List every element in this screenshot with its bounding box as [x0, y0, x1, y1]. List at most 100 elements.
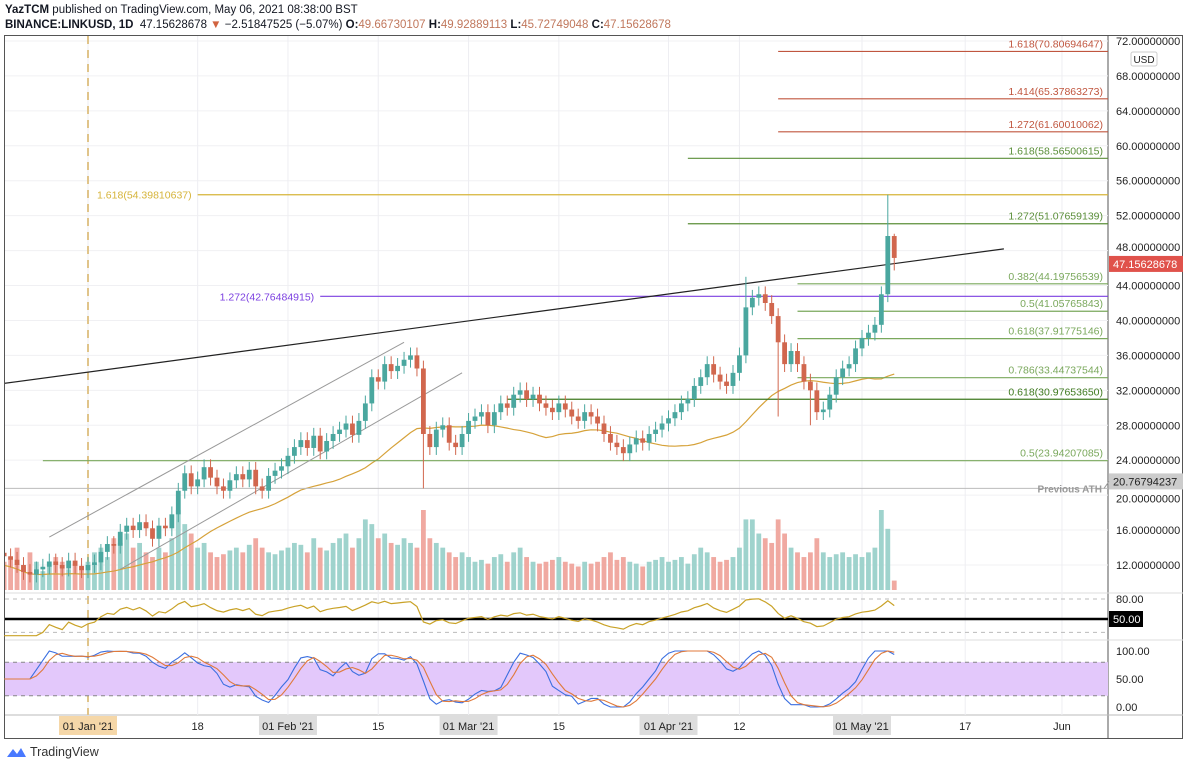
candle-body — [833, 377, 839, 395]
candle-body — [601, 423, 607, 434]
high-label: H: — [428, 19, 441, 31]
candle-body — [885, 236, 891, 295]
volume-bar — [524, 557, 529, 590]
candle-body — [498, 403, 504, 413]
volume-bar — [672, 559, 678, 590]
candle-body — [556, 403, 562, 413]
candle-body — [169, 514, 175, 529]
volume-bar — [79, 566, 84, 590]
price-tick-label: 44.00000000 — [1116, 281, 1180, 293]
time-tick-label: 12 — [733, 721, 745, 733]
volume-bar — [517, 547, 523, 590]
candle-body — [588, 412, 594, 417]
candle-body — [433, 429, 439, 448]
volume-bar — [72, 563, 78, 590]
volume-bar — [285, 547, 291, 590]
candle-body — [562, 403, 568, 410]
candle-body — [330, 433, 336, 441]
volume-bar — [362, 519, 368, 590]
volume-bar — [711, 557, 717, 590]
volume-bar — [266, 552, 271, 590]
candle-body — [311, 435, 317, 448]
volume-bar — [137, 542, 142, 590]
price-tick-label: 36.00000000 — [1116, 350, 1180, 362]
volume-bar — [311, 538, 317, 590]
candle-body — [814, 390, 820, 413]
tradingview-logo[interactable]: TradingView — [5, 745, 99, 759]
symbol: BINANCE:LINKUSD, 1D — [5, 19, 134, 31]
volume-bar — [253, 538, 259, 590]
candle-body — [266, 475, 271, 491]
candle-body — [659, 423, 665, 430]
volume-bar — [163, 552, 168, 590]
volume-bar — [350, 547, 355, 590]
candle-body — [575, 416, 581, 421]
candle-body — [362, 403, 368, 421]
candle-body — [543, 403, 549, 408]
price-tick-label: 60.00000000 — [1116, 141, 1180, 153]
high-value: 49.92889113 — [440, 19, 508, 31]
candle-body — [472, 416, 478, 421]
fib-level-label: 1.618(54.39810637) — [97, 190, 192, 202]
candle-body — [8, 556, 13, 560]
volume-bar — [691, 554, 697, 590]
candle-body — [414, 355, 420, 369]
previous-ath-label: Previous ATH — [1038, 484, 1102, 495]
volume-bar — [795, 552, 800, 590]
candle-body — [827, 394, 833, 410]
brand-name: TradingView — [30, 745, 99, 759]
candle-body — [427, 433, 433, 448]
low-value: 45.72749048 — [521, 19, 589, 31]
volume-bar — [762, 538, 768, 590]
candle-body — [608, 433, 613, 443]
candle-body — [130, 525, 136, 531]
volume-bar — [272, 554, 278, 590]
candle-body — [85, 564, 91, 571]
candle-body — [21, 564, 26, 572]
volume-bar — [221, 554, 226, 590]
volume-bar — [156, 547, 162, 590]
volume-bar — [769, 542, 775, 590]
volume-bar — [175, 510, 181, 590]
volume-bar — [427, 538, 433, 590]
fib-level-label: 1.618(70.80694647) — [1008, 38, 1103, 50]
close-label: C: — [591, 19, 604, 31]
volume-bar — [820, 552, 826, 590]
volume-bar — [388, 542, 394, 590]
candle-body — [775, 316, 781, 343]
currency-label: USD — [1133, 55, 1154, 66]
channel-line — [49, 341, 405, 538]
candle-body — [459, 433, 465, 448]
candle-body — [685, 399, 691, 404]
volume-bar — [859, 557, 865, 590]
volume-bar — [717, 561, 723, 590]
candle-body — [859, 337, 865, 349]
candle-body — [46, 561, 52, 567]
candle-body — [214, 477, 220, 487]
volume-bar — [188, 533, 194, 590]
candle-body — [156, 525, 162, 539]
chart-frame[interactable] — [4, 35, 1183, 739]
volume-bar — [530, 561, 536, 590]
candle-body — [408, 355, 413, 360]
candle-body — [614, 442, 620, 448]
time-tick-label: 18 — [192, 721, 204, 733]
time-tick-highlight — [59, 716, 117, 735]
candle-body — [749, 297, 755, 308]
volume-bar — [511, 552, 517, 590]
volume-bar — [485, 563, 491, 590]
candle-body — [227, 480, 233, 491]
volume-bar — [620, 557, 626, 590]
volume-bar — [201, 542, 207, 590]
volume-bar — [8, 557, 13, 590]
candle-body — [891, 236, 897, 258]
price-tick-label: 64.00000000 — [1116, 106, 1180, 118]
volume-bar — [608, 552, 613, 590]
candle-body — [382, 364, 388, 382]
candle-body — [730, 372, 736, 386]
volume-bar — [833, 554, 839, 590]
candle-body — [866, 332, 871, 338]
candle-body — [279, 466, 284, 471]
time-tick-highlight — [258, 716, 317, 735]
